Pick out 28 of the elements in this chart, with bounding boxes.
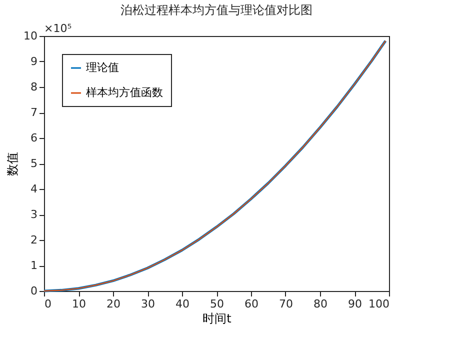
y-tick-label: 8 <box>30 80 38 94</box>
x-tick-label: 60 <box>244 298 258 310</box>
x-tick-label: 100 <box>368 298 390 310</box>
y-axis-title: 数值 <box>6 152 20 176</box>
y-tick-label: 3 <box>30 208 38 221</box>
x-tick-label: 90 <box>348 298 362 310</box>
y-tick-label: 10 <box>24 30 38 42</box>
legend-label: 样本均方值函数 <box>86 86 163 99</box>
x-tick-label: 30 <box>141 298 155 310</box>
y-tick-label: 4 <box>30 182 38 196</box>
x-tick-label: 80 <box>314 298 328 310</box>
x-tick-label: 40 <box>176 298 190 310</box>
x-tick-label: 10 <box>72 298 86 310</box>
x-tick-label: 0 <box>44 298 52 310</box>
y-tick-label: 9 <box>30 55 38 68</box>
text: ×10⁵ <box>44 22 72 35</box>
x-tick-label: 50 <box>210 298 224 310</box>
y-tick-label: 6 <box>30 132 38 144</box>
x-tick-label: 70 <box>279 298 293 310</box>
y-tick-label: 0 <box>30 284 38 298</box>
chart-title: 泊松过程样本均方值与理论值对比图 <box>120 3 312 17</box>
x-axis-title: 时间t <box>202 312 232 326</box>
y-tick-label: 2 <box>30 234 38 246</box>
legend-label: 理论值 <box>86 61 119 74</box>
y-tick-label: 1 <box>30 259 38 272</box>
y-tick-label: 7 <box>30 106 38 119</box>
y-tick-label: 5 <box>30 157 38 170</box>
x-tick-label: 20 <box>106 298 120 310</box>
